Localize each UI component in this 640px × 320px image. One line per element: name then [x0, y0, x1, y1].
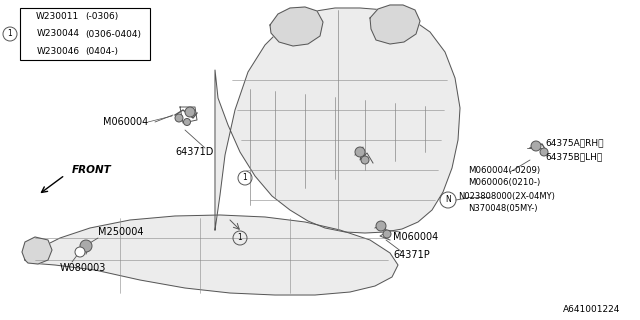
Text: M250004: M250004: [98, 227, 143, 237]
Text: M060004(-0209): M060004(-0209): [468, 165, 540, 174]
Text: (-0306): (-0306): [85, 12, 118, 21]
Text: A641001224: A641001224: [563, 306, 620, 315]
Text: M060004: M060004: [393, 232, 438, 242]
Text: 64375B〈LH〉: 64375B〈LH〉: [545, 153, 602, 162]
Text: 1: 1: [243, 173, 248, 182]
Text: M060006(0210-): M060006(0210-): [468, 178, 540, 187]
Text: FRONT: FRONT: [72, 165, 112, 175]
Text: W230044: W230044: [36, 29, 79, 38]
Bar: [20, 8, 150, 60]
Text: (0404-): (0404-): [85, 47, 118, 56]
Polygon shape: [270, 7, 323, 46]
Polygon shape: [22, 237, 52, 264]
Text: N: N: [445, 196, 451, 204]
Text: 64371P: 64371P: [393, 250, 429, 260]
Circle shape: [80, 240, 92, 252]
Polygon shape: [370, 5, 420, 44]
Circle shape: [355, 147, 365, 157]
Circle shape: [175, 114, 183, 122]
Circle shape: [361, 156, 369, 164]
Text: W230046: W230046: [36, 47, 79, 56]
Polygon shape: [25, 215, 398, 295]
Circle shape: [540, 148, 548, 156]
Text: 64371D: 64371D: [176, 147, 214, 157]
Circle shape: [185, 107, 195, 117]
Circle shape: [75, 247, 85, 257]
Text: 64375A〈RH〉: 64375A〈RH〉: [545, 139, 604, 148]
Polygon shape: [215, 8, 460, 233]
Text: 1: 1: [8, 29, 12, 38]
Text: M060004: M060004: [103, 117, 148, 127]
Circle shape: [531, 141, 541, 151]
Text: W080003: W080003: [60, 263, 106, 273]
Circle shape: [383, 230, 391, 238]
Text: 1: 1: [237, 234, 243, 243]
Circle shape: [184, 118, 191, 125]
Text: W230011: W230011: [36, 12, 79, 21]
Text: N023808000(2X-04MY): N023808000(2X-04MY): [458, 191, 555, 201]
Circle shape: [376, 221, 386, 231]
Text: N370048(05MY-): N370048(05MY-): [468, 204, 538, 212]
Text: (0306-0404): (0306-0404): [85, 29, 141, 38]
